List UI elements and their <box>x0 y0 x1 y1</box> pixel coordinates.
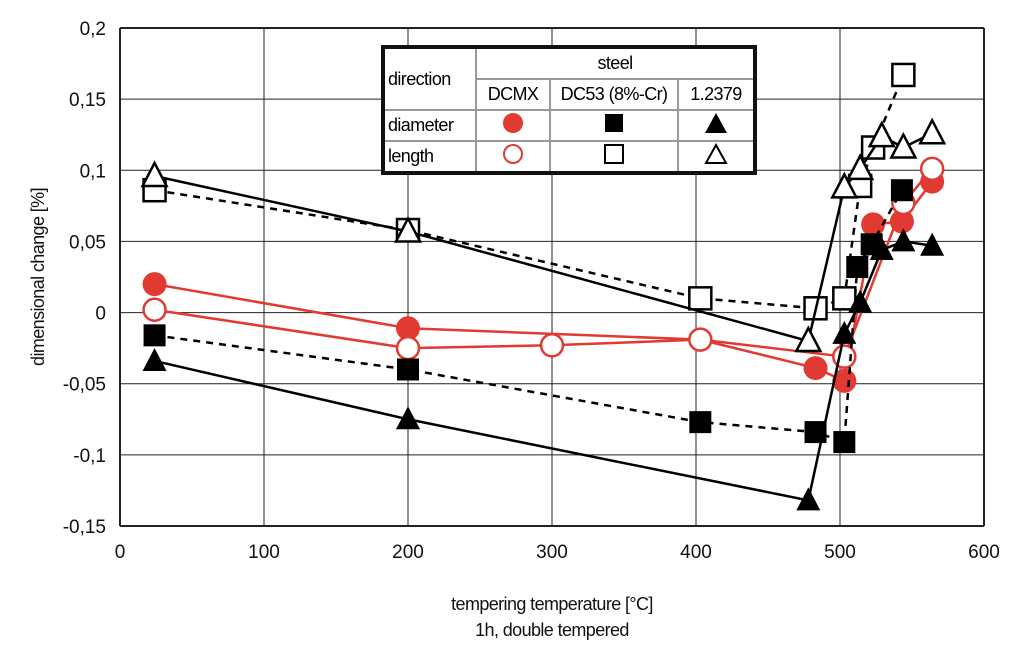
data-point <box>688 286 713 311</box>
x-tick-label: 100 <box>248 542 280 563</box>
y-axis-label: dimensional change [%] <box>28 188 48 366</box>
data-point <box>688 327 713 352</box>
data-point <box>142 297 167 322</box>
data-point <box>920 232 945 256</box>
data-point <box>919 156 945 182</box>
data-point <box>869 236 894 260</box>
legend-marker-dcmx-diameter <box>475 109 551 142</box>
data-point <box>689 411 712 434</box>
legend-marker-dcmx-length <box>475 140 551 174</box>
x-tick-label: 600 <box>968 542 1000 563</box>
data-point <box>803 356 828 381</box>
series-dcmx-diameter <box>142 169 945 393</box>
x-tick-label: 500 <box>824 542 856 563</box>
data-point <box>846 256 869 279</box>
data-point <box>140 160 169 188</box>
x-axis-sublabel: 1h, double tempered <box>475 620 629 640</box>
data-point <box>832 320 857 344</box>
x-tick-label: 400 <box>680 542 712 563</box>
legend-marker-12379-length <box>677 140 756 174</box>
legend-marker-12379-diameter <box>677 109 756 142</box>
data-point <box>832 286 857 311</box>
y-tick-label: 0 <box>95 304 106 325</box>
y-tick-label: 0,15 <box>69 90 106 111</box>
data-point <box>848 289 873 313</box>
series-1-2379-length <box>140 117 947 353</box>
y-tick-labels: -0,15 -0,1 -0,05 0 0,05 0,1 0,15 0,2 <box>63 19 106 538</box>
x-tick-label: 0 <box>115 542 126 563</box>
legend-row-diameter: diameter <box>382 109 477 142</box>
x-tick-labels: 0 100 200 300 400 500 600 <box>115 542 1000 563</box>
y-tick-label: 0,05 <box>69 232 106 253</box>
data-point <box>833 431 856 454</box>
y-tick-label: 0,2 <box>80 19 106 40</box>
data-point <box>918 117 947 145</box>
y-tick-label: -0,1 <box>73 446 106 467</box>
data-point <box>890 179 913 202</box>
data-point <box>889 131 918 159</box>
data-point <box>396 316 420 341</box>
x-tick-label: 300 <box>536 542 568 563</box>
data-point <box>832 368 857 393</box>
y-tick-label: -0,05 <box>63 375 106 396</box>
legend-steel-12379: 1.2379 <box>677 78 756 111</box>
data-point <box>395 335 421 361</box>
legend-row-length: length <box>382 140 477 174</box>
legend-direction-header: direction <box>382 46 477 111</box>
legend-steel-dcmx: DCMX <box>475 78 551 111</box>
legend-steel-dc53: DC53 (8%-Cr) <box>549 78 679 111</box>
data-point <box>891 62 916 88</box>
data-point <box>539 333 565 358</box>
data-point <box>891 228 916 252</box>
x-axis-label: tempering temperature [°C] <box>451 594 653 614</box>
data-point <box>396 406 420 430</box>
data-point <box>846 153 875 181</box>
legend: direction steel DCMX DC53 (8%-Cr) 1.2379… <box>381 45 757 175</box>
legend-marker-dc53-diameter <box>549 109 679 142</box>
legend-steel-header: steel <box>475 46 756 80</box>
data-point <box>830 171 859 199</box>
series-group <box>140 62 947 511</box>
x-tick-label: 200 <box>392 542 424 563</box>
data-point <box>142 272 167 297</box>
data-point <box>393 215 423 243</box>
legend-marker-dc53-length <box>549 140 679 174</box>
data-point <box>867 120 896 148</box>
data-point <box>861 212 886 237</box>
y-tick-label: 0,1 <box>80 161 106 182</box>
data-point <box>397 358 419 381</box>
y-tick-label: -0,15 <box>63 517 106 538</box>
series-1-2379-diameter <box>142 228 945 511</box>
data-point <box>796 487 821 511</box>
series-line <box>154 189 904 444</box>
data-point <box>143 324 166 347</box>
data-point <box>794 325 823 353</box>
series-dc53-8-cr--diameter <box>143 179 913 454</box>
data-point <box>142 347 167 371</box>
data-point <box>889 209 914 234</box>
